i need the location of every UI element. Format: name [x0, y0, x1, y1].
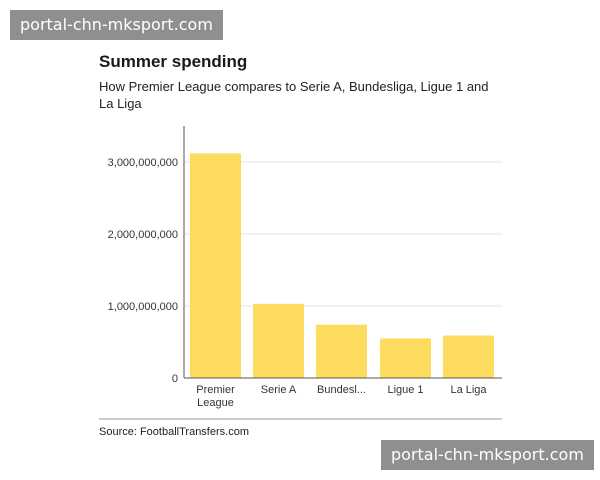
bar [443, 335, 494, 378]
bar [316, 324, 367, 378]
chart-title: Summer spending [99, 52, 248, 71]
y-tick-label: 0 [172, 373, 178, 385]
watermark-top: portal-chn-mksport.com [10, 10, 223, 40]
x-tick-label: Serie A [261, 384, 297, 396]
watermark-bottom: portal-chn-mksport.com [381, 440, 594, 470]
x-tick-label: La Liga [450, 384, 487, 396]
y-tick-label: 1,000,000,000 [108, 301, 178, 313]
x-tick-label: League [197, 397, 234, 409]
bar [253, 303, 304, 378]
y-tick-label: 3,000,000,000 [108, 157, 178, 169]
source-note: Source: FootballTransfers.com [99, 426, 249, 438]
x-tick-label: Ligue 1 [387, 384, 423, 396]
y-tick-label: 2,000,000,000 [108, 229, 178, 241]
x-tick-label: Premier [196, 384, 235, 396]
x-tick-label: Bundesl... [317, 384, 366, 396]
bar [190, 153, 241, 378]
chart-subtitle: How Premier League compares to Serie A, … [99, 79, 489, 111]
bar [380, 338, 431, 378]
